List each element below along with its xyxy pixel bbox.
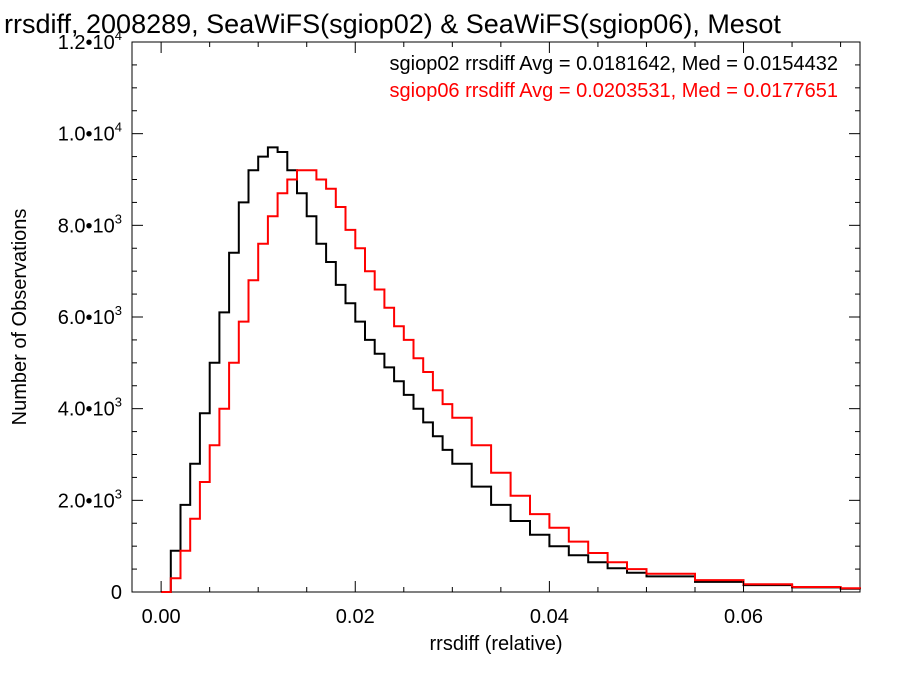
x-tick-label: 0.06: [724, 606, 763, 628]
x-axis-label: rrsdiff (relative): [430, 633, 563, 655]
y-axis-label: Number of Observations: [9, 209, 31, 426]
annotation-sgiop06: sgiop06 rrsdiff Avg = 0.0203531, Med = 0…: [390, 80, 839, 102]
series-layer: [161, 146, 861, 593]
y-tick-label: 1.0•104: [58, 120, 122, 146]
series-line-1: [161, 146, 861, 593]
y-tick-label: 4.0•103: [58, 395, 122, 421]
y-tick-label: 6.0•103: [58, 303, 122, 329]
annotation-sgiop02: sgiop02 rrsdiff Avg = 0.0181642, Med = 0…: [390, 53, 839, 75]
x-axis-ticks: 0.00 0.02 0.04 0.06: [142, 42, 842, 628]
y-tick-label: 0: [111, 582, 122, 604]
y-tick-label: 1.2•104: [58, 28, 122, 54]
x-tick-label: 0.02: [336, 606, 375, 628]
y-axis-ticks: 0 2.0•103 4.0•103 6.0•103 8.0•103 1.0•104 1.2•…: [58, 28, 860, 604]
x-tick-label: 0.04: [530, 606, 569, 628]
y-tick-label: 8.0•103: [58, 211, 122, 237]
chart-title: rrsdiff, 2008289, SeaWiFS(sgiop02) & Sea…: [4, 9, 781, 39]
x-tick-label: 0.00: [142, 606, 181, 628]
plot-frame: [131, 41, 861, 593]
series-line-2: [161, 169, 861, 593]
y-tick-label: 2.0•103: [58, 486, 122, 512]
